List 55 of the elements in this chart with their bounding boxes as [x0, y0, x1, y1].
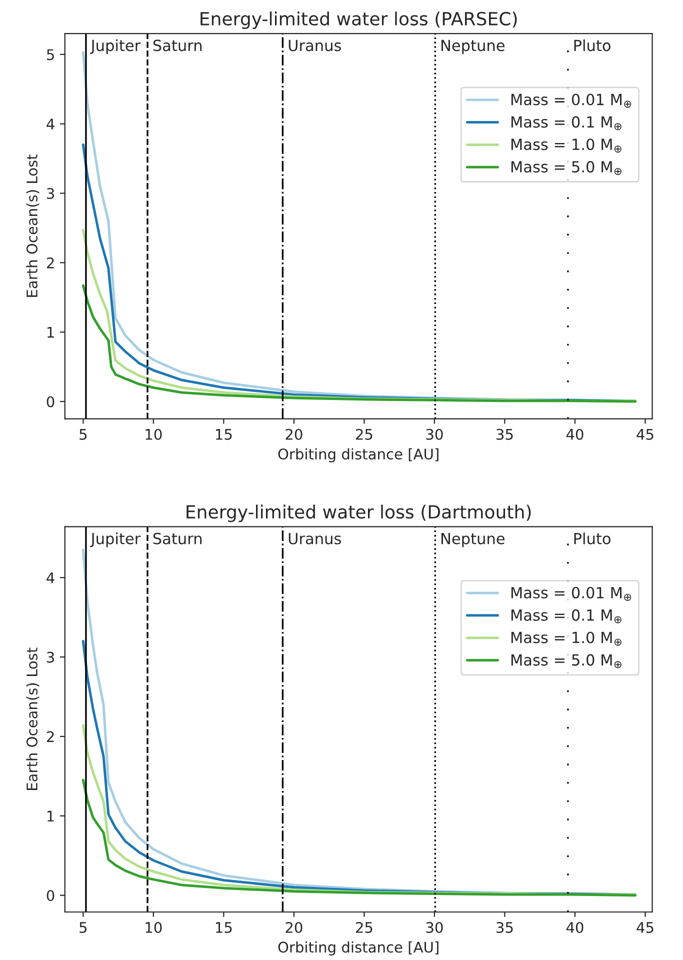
x-tick-label: 35 — [496, 922, 513, 934]
ref-line-label: Jupiter — [90, 532, 141, 548]
x-axis-title: Orbiting distance [AU] — [278, 448, 438, 462]
y-axis-title: Earth Ocean(s) Lost — [26, 154, 40, 297]
legend-label: Mass = 1.0 M$_{⊕}$ — [511, 632, 622, 646]
legend-label: Mass = 0.01 M$_{⊕}$ — [511, 586, 632, 601]
x-tick-label: 25 — [356, 922, 372, 934]
y-tick-label: 1 — [47, 327, 54, 338]
x-tick-label: 30 — [426, 428, 443, 440]
ref-line-label: Uranus — [288, 532, 341, 544]
legend-label: Mass = 0.1 M$_{⊕}$ — [511, 609, 622, 624]
chart-title: Energy-limited water loss (Dartmouth) — [186, 504, 531, 522]
ref-line-label: Jupiter — [90, 39, 141, 54]
x-tick-label: 15 — [216, 922, 232, 934]
y-tick-label: 0 — [46, 396, 54, 408]
y-tick-label: 3 — [46, 652, 54, 663]
y-tick-label: 0 — [46, 890, 54, 902]
x-tick-label: 40 — [566, 922, 584, 934]
y-tick-label: 3 — [46, 188, 54, 200]
x-tick-label: 45 — [636, 922, 654, 934]
line-series — [82, 284, 637, 403]
x-tick-label: 20 — [286, 922, 302, 934]
y-tick-label: 4 — [46, 118, 54, 130]
y-axis-title: Earth Ocean(s) Lost — [26, 648, 40, 790]
x-tick-label: 30 — [426, 922, 443, 934]
legend-label: Mass = 0.01 M$_{⊕}$ — [511, 94, 632, 108]
ref-line-label: Neptune — [442, 40, 504, 54]
y-tick-label: 2 — [46, 731, 54, 742]
x-tick-label: 10 — [146, 428, 162, 440]
x-tick-label: 25 — [356, 428, 372, 440]
x-tick-label: 20 — [286, 428, 302, 440]
x-tick-label: 10 — [146, 922, 162, 934]
ref-line-label: Pluto — [574, 532, 610, 544]
ref-line-label: Pluto — [574, 39, 610, 52]
y-tick-label: 5 — [47, 49, 54, 60]
line-series — [82, 778, 637, 897]
legend-label: Mass = 1.0 M$_{⊕}$ — [511, 138, 622, 153]
ref-line-label: Uranus — [288, 40, 341, 52]
x-axis-title: Orbiting distance [AU] — [278, 941, 438, 956]
x-tick-label: 45 — [636, 429, 654, 440]
x-tick-label: 5 — [80, 922, 87, 934]
y-tick-label: 4 — [46, 572, 54, 584]
legend-label: Mass = 0.1 M$_{⊕}$ — [511, 116, 622, 130]
ref-line-label: Saturn — [153, 40, 202, 52]
y-tick-label: 1 — [47, 810, 54, 822]
x-tick-label: 15 — [216, 429, 232, 440]
x-tick-label: 35 — [496, 428, 513, 440]
legend-label: Mass = 5.0 M$_{⊕}$ — [511, 654, 622, 668]
y-tick-label: 2 — [46, 257, 54, 268]
x-tick-label: 5 — [80, 429, 87, 440]
legend-label: Mass = 5.0 M$_{⊕}$ — [511, 161, 622, 176]
x-tick-label: 40 — [566, 428, 584, 440]
chart-title: Energy-limited water loss (PARSEC) — [200, 12, 517, 30]
ref-line-label: Saturn — [153, 532, 202, 544]
ref-line-label: Neptune — [442, 532, 504, 548]
